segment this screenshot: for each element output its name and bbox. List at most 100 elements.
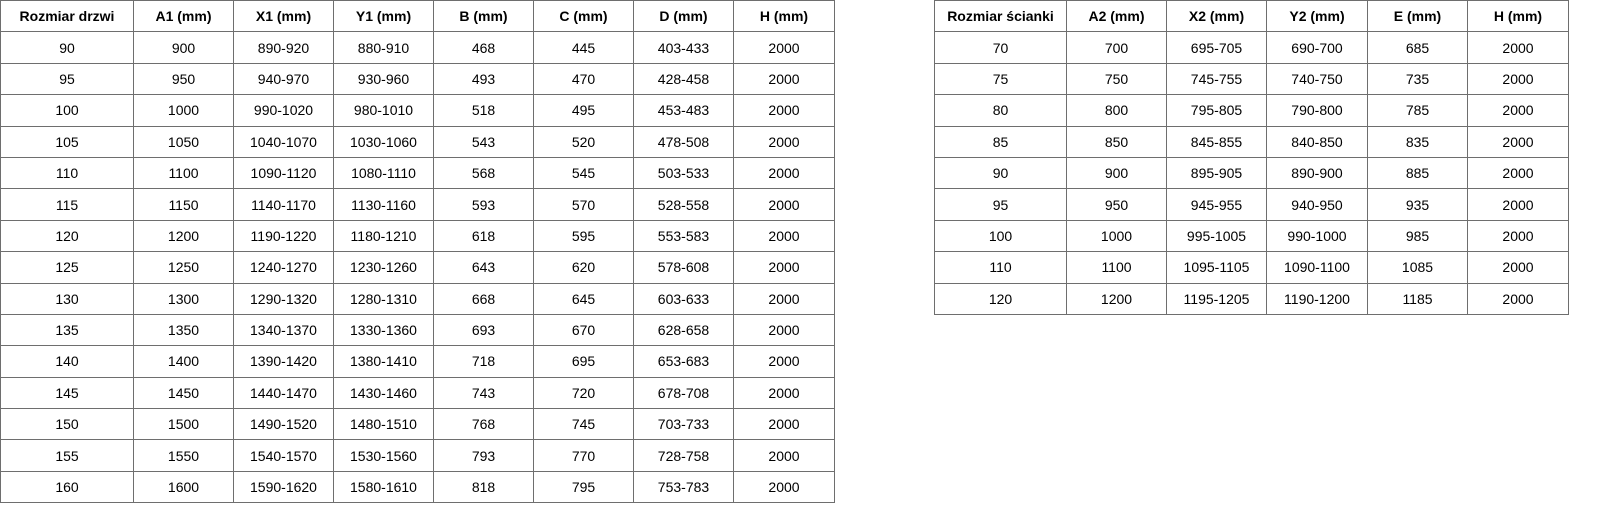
table-cell: 1130-1160: [333, 188, 434, 221]
table-cell: 1450: [133, 376, 234, 410]
table-row: 155 1550 1540-1570 1530-1560 793 770 728-758 20…: [0, 439, 835, 472]
table-cell: 895-905: [1166, 156, 1267, 190]
table-cell: 160: [0, 470, 134, 504]
column-header: H (mm): [1467, 0, 1569, 33]
table-cell: 850: [1066, 125, 1167, 158]
table-cell: 130: [0, 282, 134, 315]
table-cell: 670: [533, 313, 634, 347]
table-cell: 950: [1066, 188, 1167, 221]
table-cell: 1430-1460: [333, 376, 434, 410]
column-header: E (mm): [1367, 0, 1468, 33]
table-cell: 1380-1410: [333, 345, 434, 378]
table-row: 90 900 890-920 880-910 468 445 403-433 2000: [0, 31, 835, 64]
table-cell: 1080-1110: [333, 156, 434, 190]
table-cell: 2000: [733, 470, 835, 504]
table-cell: 1200: [133, 219, 234, 253]
table-cell: 695-705: [1166, 31, 1267, 64]
table-cell: 2000: [733, 188, 835, 221]
table-cell: 428-458: [633, 62, 734, 96]
table-cell: 85: [934, 125, 1067, 158]
table-row: 90 900 895-905 890-900 885 2000: [934, 156, 1569, 190]
table-cell: 1440-1470: [233, 376, 334, 410]
table-cell: 1100: [133, 156, 234, 190]
table-cell: 145: [0, 376, 134, 410]
table-cell: 90: [934, 156, 1067, 190]
table-cell: 703-733: [633, 408, 734, 441]
table-cell: 1340-1370: [233, 313, 334, 347]
table-cell: 593: [433, 188, 534, 221]
table-row: 70 700 695-705 690-700 685 2000: [934, 31, 1569, 64]
table-cell: 678-708: [633, 376, 734, 410]
table-cell: 1180-1210: [333, 219, 434, 253]
table-cell: 1085: [1367, 251, 1468, 284]
table-cell: 900: [1066, 156, 1167, 190]
table-cell: 135: [0, 313, 134, 347]
table-cell: 453-483: [633, 94, 734, 127]
header-row: Rozmiar ścianki A2 (mm) X2 (mm) Y2 (mm) E (m…: [934, 0, 1569, 33]
table-cell: 2000: [733, 313, 835, 347]
table-cell: 1590-1620: [233, 470, 334, 504]
table-cell: 1300: [133, 282, 234, 315]
table-cell: 880-910: [333, 31, 434, 64]
table-cell: 70: [934, 31, 1067, 64]
table-cell: 1090-1100: [1266, 251, 1368, 284]
table-cell: 1095-1105: [1166, 251, 1267, 284]
table-cell: 2000: [733, 219, 835, 253]
table-cell: 1580-1610: [333, 470, 434, 504]
table-cell: 603-633: [633, 282, 734, 315]
table-cell: 1030-1060: [333, 125, 434, 158]
table-cell: 2000: [733, 376, 835, 410]
table-cell: 125: [0, 251, 134, 284]
table-cell: 528-558: [633, 188, 734, 221]
table-cell: 668: [433, 282, 534, 315]
table-row: 100 1000 995-1005 990-1000 985 2000: [934, 219, 1569, 253]
column-header: X1 (mm): [233, 0, 334, 33]
table-cell: 2000: [1467, 125, 1569, 158]
table-cell: 1240-1270: [233, 251, 334, 284]
table-row: 100 1000 990-1020 980-1010 518 495 453-483 2000: [0, 94, 835, 127]
table-cell: 2000: [733, 251, 835, 284]
table-cell: 105: [0, 125, 134, 158]
table-cell: 795-805: [1166, 94, 1267, 127]
column-header: A1 (mm): [133, 0, 234, 33]
table-cell: 990-1000: [1266, 219, 1368, 253]
table-cell: 745-755: [1166, 62, 1267, 96]
table-cell: 2000: [1467, 31, 1569, 64]
table-cell: 1250: [133, 251, 234, 284]
table-cell: 1200: [1066, 282, 1167, 315]
table-cell: 1540-1570: [233, 439, 334, 472]
table-cell: 1550: [133, 439, 234, 472]
table-cell: 770: [533, 439, 634, 472]
table-cell: 2000: [733, 125, 835, 158]
column-header: D (mm): [633, 0, 734, 33]
table-row: 130 1300 1290-1320 1280-1310 668 645 603-633 20…: [0, 282, 835, 315]
table-cell: 403-433: [633, 31, 734, 64]
table-row: 125 1250 1240-1270 1230-1260 643 620 578-608 20…: [0, 251, 835, 284]
table-row: 145 1450 1440-1470 1430-1460 743 720 678-708 20…: [0, 376, 835, 410]
table-cell: 2000: [1467, 188, 1569, 221]
table-cell: 1230-1260: [333, 251, 434, 284]
column-header: Rozmiar ścianki: [934, 0, 1067, 33]
table-cell: 1290-1320: [233, 282, 334, 315]
table-cell: 935: [1367, 188, 1468, 221]
table-cell: 110: [934, 251, 1067, 284]
table-row: 120 1200 1195-1205 1190-1200 1185 2000: [934, 282, 1569, 315]
table-cell: 628-658: [633, 313, 734, 347]
table-cell: 980-1010: [333, 94, 434, 127]
table-cell: 768: [433, 408, 534, 441]
table-cell: 835: [1367, 125, 1468, 158]
column-header: X2 (mm): [1166, 0, 1267, 33]
table-cell: 685: [1367, 31, 1468, 64]
table-cell: 543: [433, 125, 534, 158]
table-cell: 2000: [1467, 251, 1569, 284]
table-cell: 578-608: [633, 251, 734, 284]
table-cell: 885: [1367, 156, 1468, 190]
table-row: 105 1050 1040-1070 1030-1060 543 520 478-508 20…: [0, 125, 835, 158]
table-row: 95 950 940-970 930-960 493 470 428-458 2000: [0, 62, 835, 96]
table-cell: 120: [934, 282, 1067, 315]
table-cell: 2000: [1467, 94, 1569, 127]
table-cell: 80: [934, 94, 1067, 127]
table-cell: 643: [433, 251, 534, 284]
table-cell: 595: [533, 219, 634, 253]
table-cell: 445: [533, 31, 634, 64]
